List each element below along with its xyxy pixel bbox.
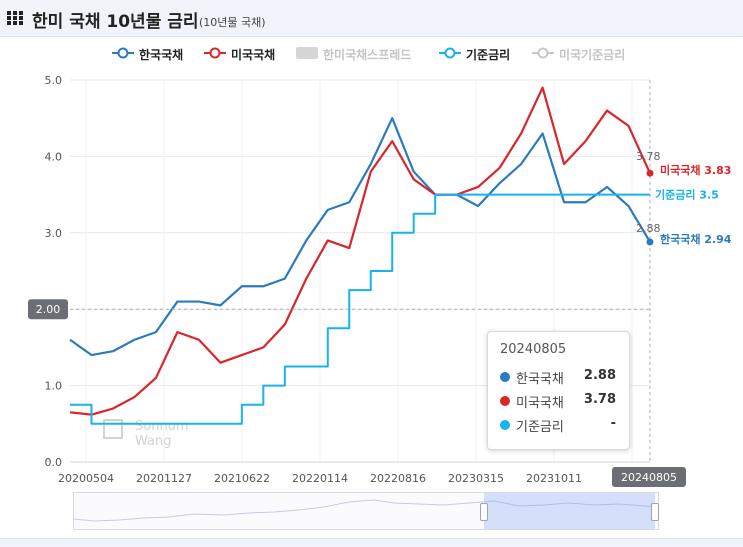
legend-line-icon	[439, 47, 461, 59]
legend-label: 한미국채스프레드	[323, 48, 412, 62]
x-crosshair-badge	[612, 467, 686, 487]
y-tick-label: 5.0	[45, 74, 63, 87]
x-tick-label: 20201127	[136, 472, 192, 485]
x-tick-label: 20220816	[370, 472, 426, 485]
point-value-label: 3.78	[636, 150, 661, 163]
series-dot-icon	[500, 372, 510, 382]
bottom-bar	[0, 538, 743, 547]
overview-sparkline	[74, 499, 658, 522]
end-point-korea	[646, 238, 654, 246]
x-tick-label: 20210622	[214, 472, 270, 485]
x-tick-label: 20231011	[526, 472, 582, 485]
tooltip-row-korea: 한국국채 2.88	[500, 368, 618, 387]
chart-legend: 한국국채 미국국채 한미국채스프레드 기준금리 미국기준금리	[0, 44, 743, 64]
y-tick-label: 0.0	[45, 456, 63, 469]
x-tick-label: 20220114	[292, 472, 348, 485]
x-tick-label: 20200504	[58, 472, 114, 485]
tooltip-series-value: 3.78	[583, 392, 616, 407]
legend-label: 미국국채	[231, 48, 276, 62]
legend-line-icon	[532, 47, 554, 59]
end-point-us	[646, 169, 654, 177]
y-crosshair-badge	[28, 299, 68, 320]
x-crosshair-label: 20240805	[621, 471, 677, 484]
x-tick-label: 20230315	[448, 472, 504, 485]
tooltip-series-name: 기준금리	[516, 420, 564, 435]
y-crosshair-label: 2.00	[36, 303, 61, 316]
range-slider[interactable]	[73, 492, 659, 530]
grid-menu-icon[interactable]	[7, 11, 25, 25]
series-dot-icon	[500, 396, 510, 406]
watermark-logo-icon	[103, 419, 123, 439]
page-title: 한미 국채 10년물 금리	[32, 12, 199, 32]
y-tick-label: 1.0	[45, 380, 63, 393]
range-handle-left[interactable]	[480, 503, 488, 521]
tooltip-row-base-rate: 기준금리 -	[500, 416, 618, 435]
legend-line-icon	[204, 47, 226, 59]
watermark-text: Sonnum	[135, 419, 189, 434]
y-tick-label: 3.0	[45, 227, 63, 240]
tooltip-series-value: 2.88	[583, 368, 616, 383]
legend-area-icon	[296, 47, 318, 59]
legend-label: 기준금리	[466, 48, 511, 62]
tooltip-date: 20240805	[500, 342, 567, 357]
legend-label: 미국기준금리	[559, 48, 626, 62]
point-value-label: 2.88	[636, 222, 661, 235]
range-handle-right[interactable]	[651, 503, 659, 521]
page-subtitle: (10년물 국채)	[199, 16, 266, 29]
series-line	[69, 86, 652, 416]
range-selection[interactable]	[484, 493, 655, 529]
series-dot-icon	[500, 420, 510, 430]
end-label-base-rate: 기준금리 3.5	[655, 188, 719, 202]
y-tick-label: 4.0	[45, 150, 63, 163]
end-label-us: 미국국채 3.83	[660, 163, 731, 177]
tooltip-series-value: -	[610, 416, 616, 431]
end-label-korea: 한국국채 2.94	[660, 232, 732, 246]
series-line	[70, 193, 650, 425]
series-line	[69, 117, 651, 357]
title-bar: 한미 국채 10년물 금리 (10년물 국채)	[0, 0, 743, 37]
legend-line-icon	[112, 47, 134, 59]
watermark-text: Wang	[135, 434, 171, 449]
tooltip-row-us: 미국국채 3.78	[500, 392, 618, 411]
tooltip: 20240805 한국국채 2.88 미국국채 3.78 기준금리 -	[487, 331, 630, 450]
legend-label: 한국국채	[139, 48, 184, 62]
tooltip-series-name: 미국국채	[516, 396, 564, 411]
tooltip-series-name: 한국국채	[516, 372, 564, 387]
